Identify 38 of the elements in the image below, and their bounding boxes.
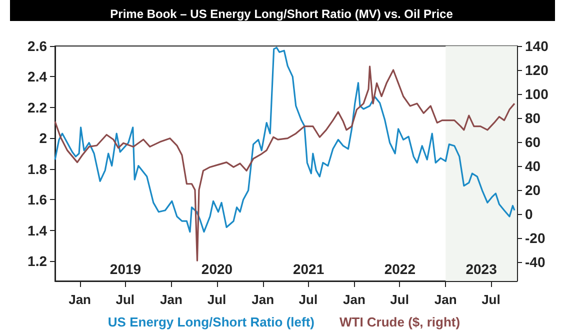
y2-tick-label: 140 (525, 38, 549, 54)
chart-title: Prime Book – US Energy Long/Short Ratio (MV) vs. Oil Price (110, 7, 454, 21)
y-tick-label: 2.2 (28, 99, 48, 116)
annotation: 2023 (466, 261, 498, 277)
x-tick-label: Jul (298, 292, 318, 307)
y-tick-label: 1.8 (28, 160, 48, 177)
y-tick-label: 2.6 (28, 38, 48, 54)
annotation: 2021 (292, 261, 324, 277)
x-tick-label: Jul (116, 292, 135, 307)
line-series (54, 46, 516, 233)
y2-tick-label: 100 (525, 86, 549, 102)
y2-tick-label: -40 (525, 254, 546, 270)
text: WTI Crude ($, right) (339, 314, 460, 330)
x-tick-label: Jan (252, 292, 274, 307)
annotation: 2019 (110, 261, 142, 277)
y-tick-label: 2.4 (28, 68, 48, 85)
annotation: 2022 (384, 261, 416, 277)
x-tick-label: Jul (207, 292, 226, 307)
annotation: 2020 (201, 261, 233, 277)
x-tick-label: Jul (482, 292, 500, 307)
x-tick-label: Jan (160, 292, 182, 307)
y-tick-label: 1.6 (28, 192, 48, 208)
x-tick-label: Jan (343, 292, 366, 307)
y2-tick-label: 80 (525, 110, 541, 126)
y2-tick-label: 40 (525, 158, 541, 174)
y-tick-label: 1.2 (28, 253, 48, 270)
x-tick-label: Jan (68, 292, 92, 307)
y2-tick-label: -20 (525, 230, 546, 246)
text: US Energy Long/Short Ratio (left) (108, 314, 314, 330)
y2-tick-label: 120 (525, 62, 549, 78)
x-tick-label: Jan (434, 292, 457, 307)
y2-tick-label: 60 (525, 134, 541, 150)
line-series (54, 66, 516, 262)
x-tick-label: Jul (390, 292, 409, 307)
y-tick-label: 1.4 (28, 222, 48, 238)
y-tick-label: 2 (39, 130, 48, 146)
y2-tick-label: 0 (525, 206, 533, 222)
y2-tick-label: 20 (525, 182, 541, 198)
